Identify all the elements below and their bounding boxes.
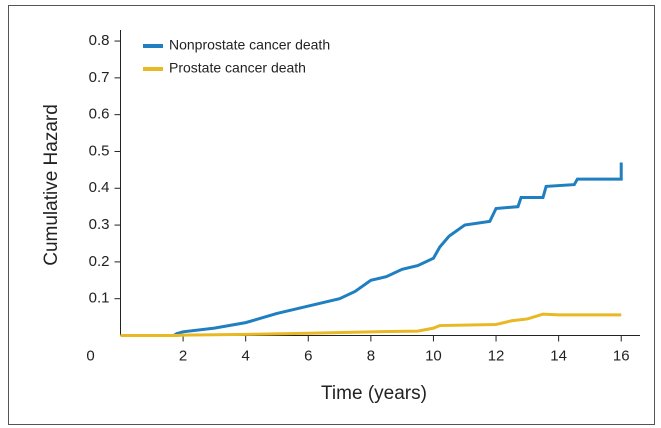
x-tick-label: 12 xyxy=(488,347,505,364)
legend-label: Nonprostate cancer death xyxy=(169,37,330,53)
series-line xyxy=(120,162,623,337)
series-line xyxy=(120,312,622,337)
y-axis-label: Cumulative Hazard xyxy=(41,104,62,266)
y-tick-label: 0.3 xyxy=(89,216,110,233)
x-tick-label: 0 xyxy=(86,347,94,364)
y-tick-label: 0.8 xyxy=(89,32,110,49)
y-tick-label: 0.1 xyxy=(89,290,110,307)
frame xyxy=(8,5,655,425)
y-tick-label: 0.6 xyxy=(89,106,110,123)
x-tick-label: 14 xyxy=(550,347,567,364)
y-tick-label: 0.5 xyxy=(89,142,110,159)
x-axis-label: Time (years) xyxy=(321,383,427,404)
x-tick-label: 16 xyxy=(613,347,630,364)
x-tick-label: 4 xyxy=(242,347,250,364)
y-tick-label: 0.7 xyxy=(89,69,110,86)
legend-label: Prostate cancer death xyxy=(169,60,306,76)
x-tick-label: 8 xyxy=(367,347,375,364)
x-tick-label: 2 xyxy=(179,347,187,364)
x-tick-label: 10 xyxy=(425,347,442,364)
y-tick-label: 0.4 xyxy=(89,179,110,196)
x-tick-label: 6 xyxy=(304,347,312,364)
y-tick-label: 0.2 xyxy=(89,253,110,270)
